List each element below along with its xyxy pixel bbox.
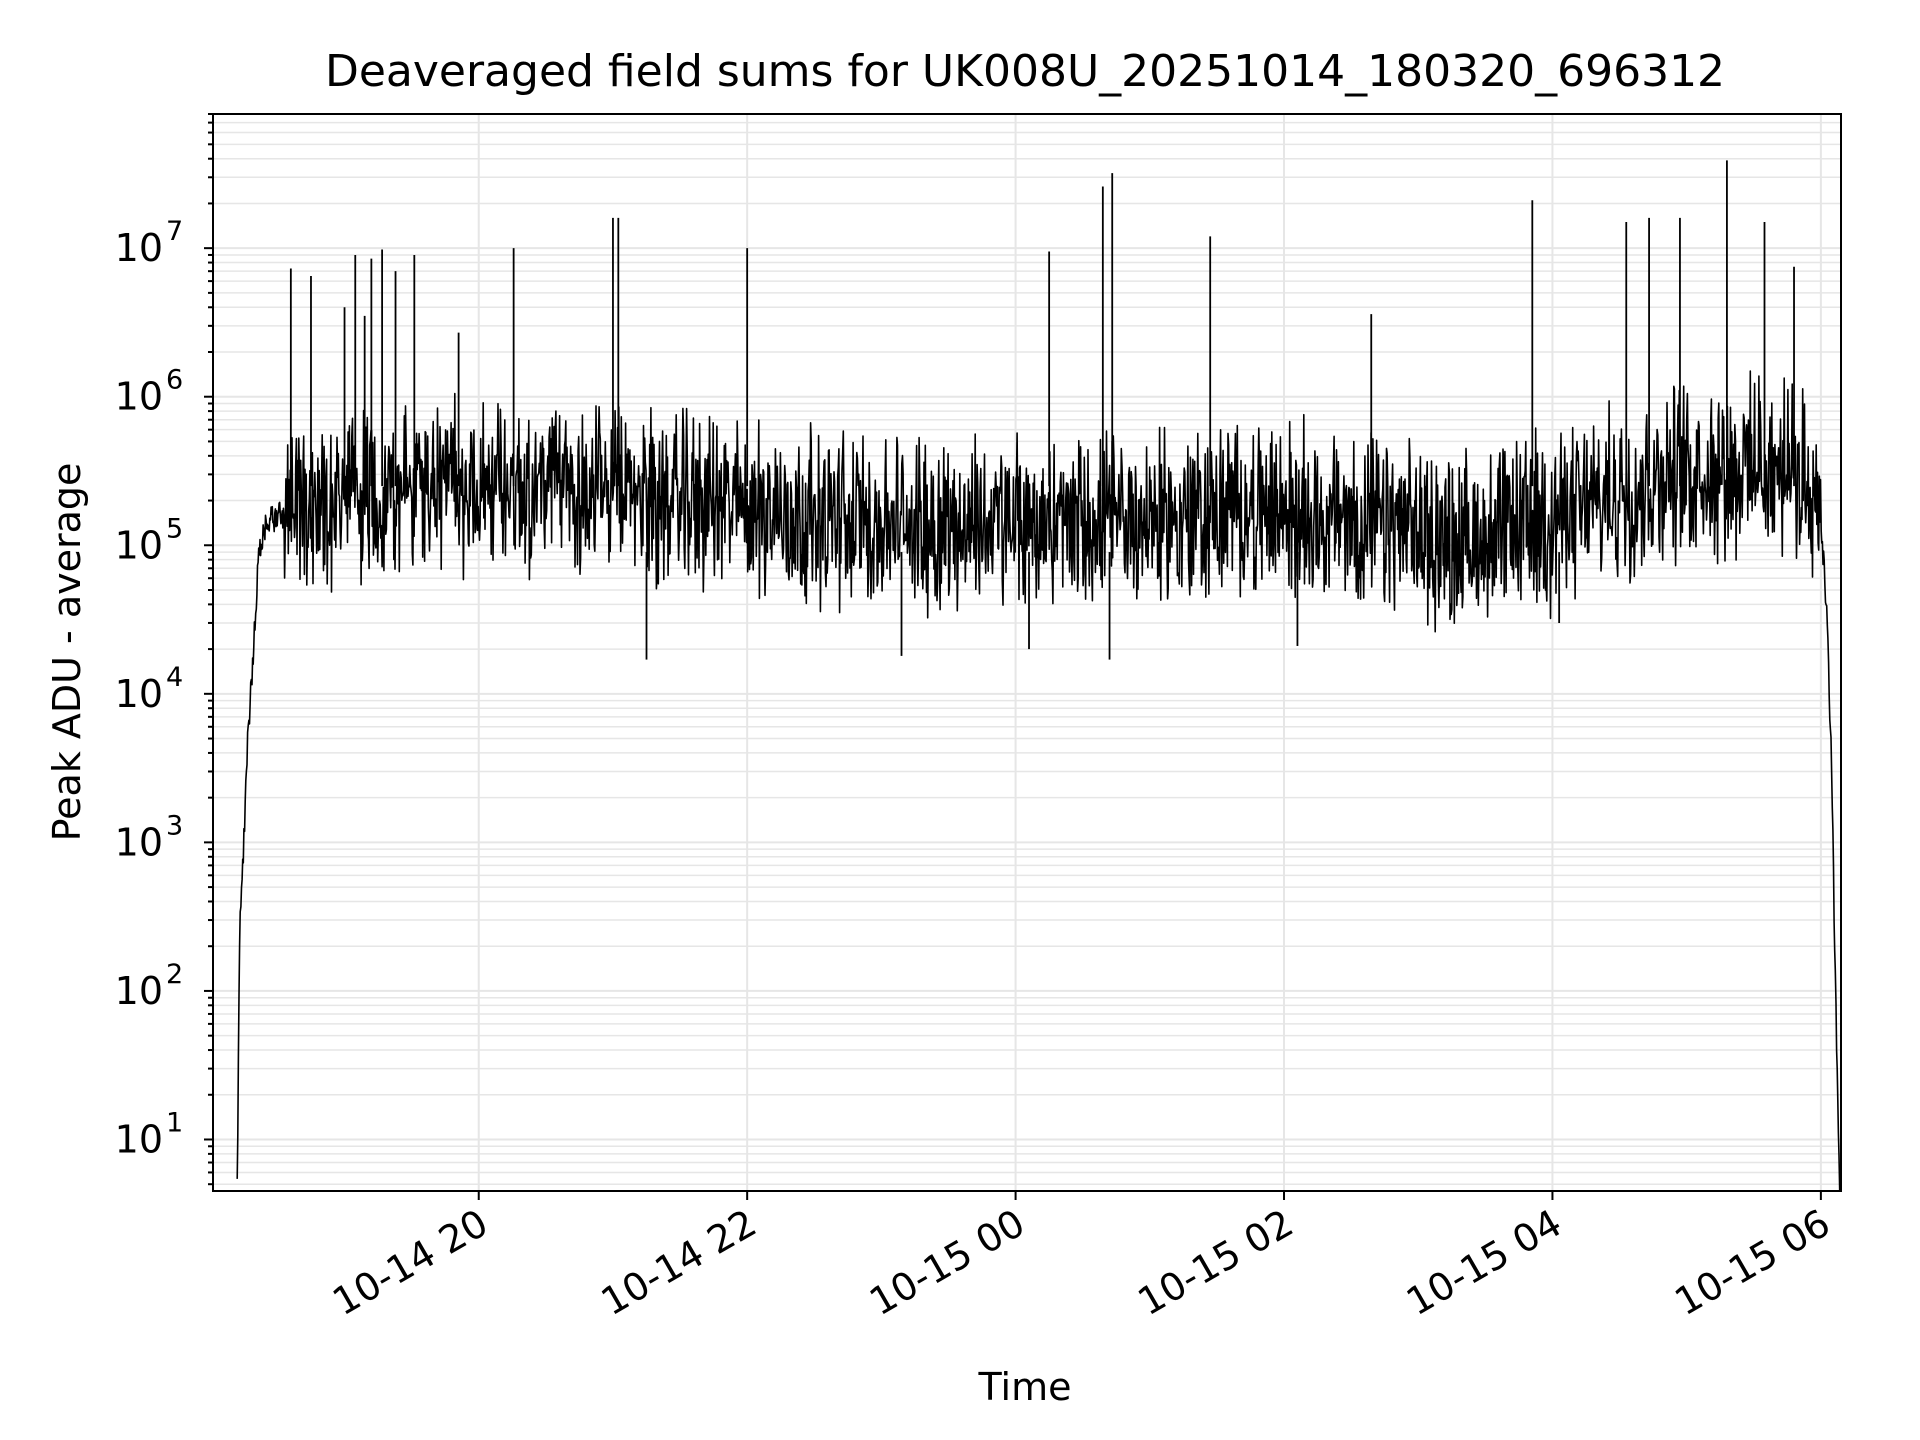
y-tick-base: 10: [115, 969, 163, 1013]
series-field-sums: [236, 160, 1841, 1192]
y-tick-base: 10: [115, 523, 163, 567]
y-tick-base: 10: [115, 226, 163, 270]
y-tick-label: 10 7: [115, 216, 184, 270]
chart-title: Deaveraged field sums for UK008U_2025101…: [325, 46, 1725, 97]
series-line: [236, 370, 1841, 1192]
plot-area-frame: [212, 113, 1842, 1192]
y-tick-label: 10 6: [115, 365, 184, 419]
y-tick-exponent: 1: [166, 1107, 183, 1138]
x-axis-label: Time: [978, 1365, 1072, 1409]
y-tick-base: 10: [115, 672, 163, 716]
y-axis-label: Peak ADU - average: [45, 463, 89, 842]
y-tick-label: 10 2: [115, 959, 184, 1013]
y-tick-label: 10 3: [115, 810, 184, 864]
y-tick-label: 10 4: [115, 662, 184, 716]
y-tick-exponent: 4: [166, 662, 183, 693]
y-tick-base: 10: [115, 820, 163, 864]
grid: [213, 113, 1841, 1191]
y-tick-label: 10 5: [115, 513, 184, 567]
y-tick-exponent: 2: [166, 959, 183, 990]
y-tick-exponent: 7: [166, 216, 183, 247]
y-tick-exponent: 3: [166, 810, 183, 841]
y-tick-label: 10 1: [115, 1107, 184, 1161]
y-tick-exponent: 5: [166, 513, 183, 544]
y-tick-exponent: 6: [166, 365, 183, 396]
y-tick-base: 10: [115, 375, 163, 419]
y-tick-base: 10: [115, 1117, 163, 1161]
